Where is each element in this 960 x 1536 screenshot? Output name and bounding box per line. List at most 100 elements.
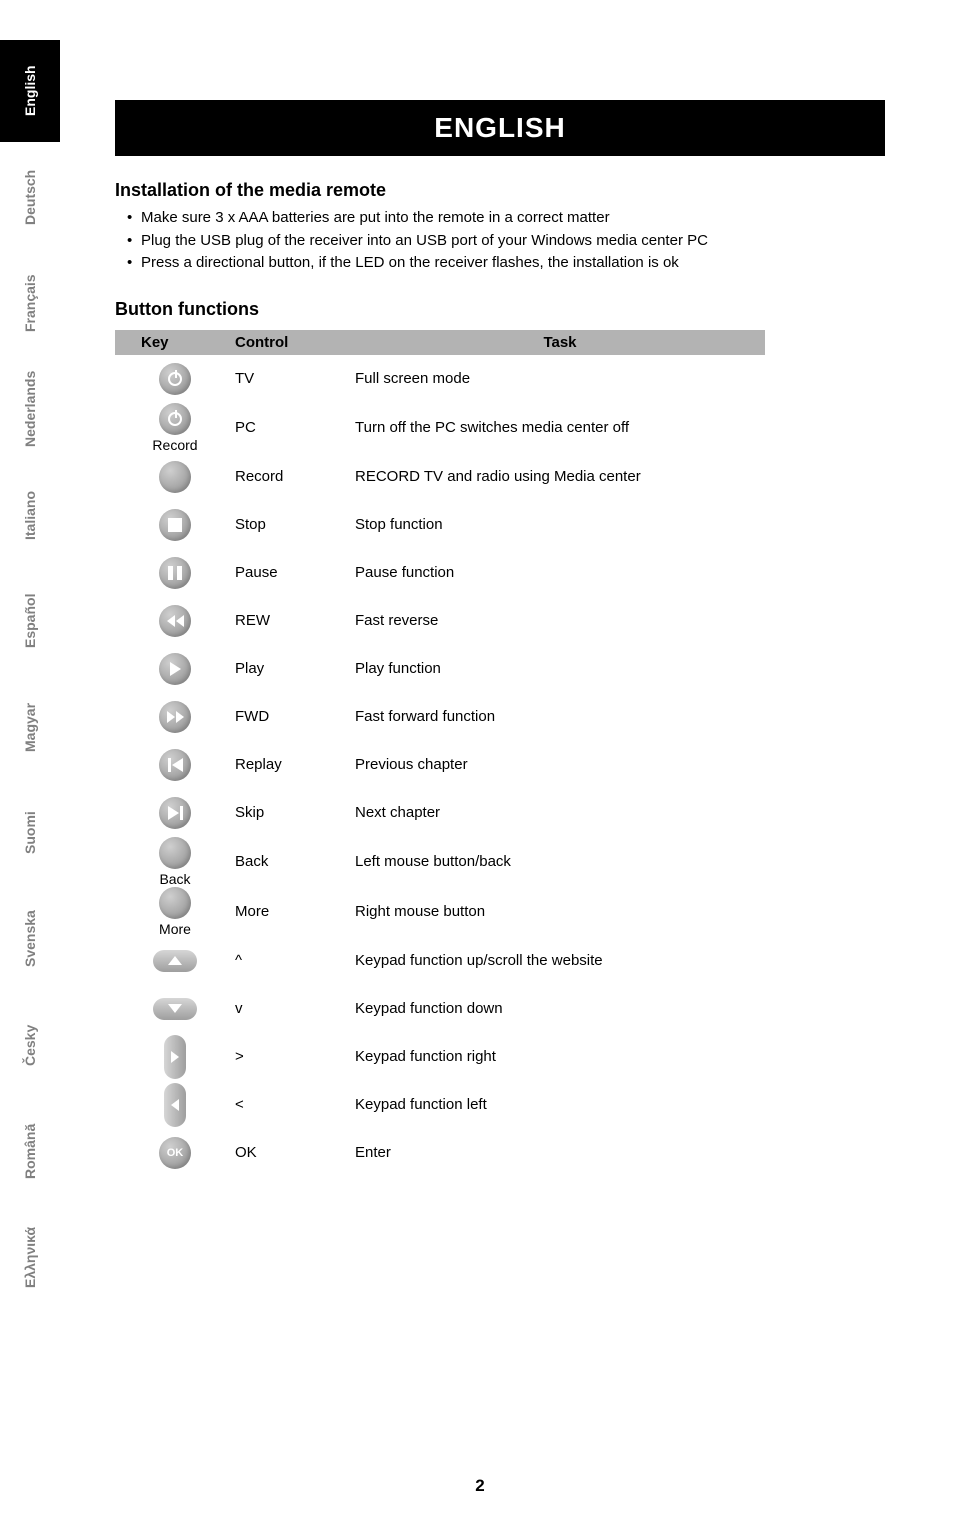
pill-up-icon [153,950,197,972]
language-tab[interactable]: English [0,40,60,142]
key-cell [115,557,235,589]
language-tabs: EnglishDeutschFrançaisNederlandsItaliano… [0,40,60,1312]
key-cell [115,797,235,829]
key-cell [115,605,235,637]
page-content: ENGLISH Installation of the media remote… [115,100,885,1177]
table-row: TVFull screen mode [115,355,765,403]
task-cell: Play function [355,660,765,677]
control-cell: Play [235,660,355,677]
install-bullet: Plug the USB plug of the receiver into a… [127,230,885,253]
table-row: >Keypad function right [115,1033,765,1081]
fwd-icon [159,701,191,733]
language-tab[interactable]: Ελληνικά [0,1206,60,1308]
ok-icon: OK [159,1137,191,1169]
key-cell: More [115,887,235,937]
language-tab[interactable]: Nederlands [0,358,60,460]
task-cell: Previous chapter [355,756,765,773]
skip-icon [159,797,191,829]
key-cell: Record [115,403,235,453]
replay-icon [159,749,191,781]
col-header-task: Task [355,334,765,351]
key-cell [115,1035,235,1079]
task-cell: Keypad function down [355,1000,765,1017]
language-tab[interactable]: Svenska [0,888,60,990]
pill-left-icon [164,1083,186,1127]
control-cell: Pause [235,564,355,581]
key-label: Back [159,871,190,887]
pill-right-icon [164,1035,186,1079]
table-row: FWDFast forward function [115,693,765,741]
task-cell: Fast forward function [355,708,765,725]
language-tab[interactable]: Français [0,252,60,354]
key-cell: Back [115,837,235,887]
task-cell: Keypad function right [355,1048,765,1065]
table-row: OKOKEnter [115,1129,765,1177]
table-row: MoreMoreRight mouse button [115,887,765,937]
table-row: PausePause function [115,549,765,597]
language-tab[interactable]: Česky [0,994,60,1096]
control-cell: Replay [235,756,355,773]
control-cell: PC [235,419,355,436]
install-bullets: Make sure 3 x AAA batteries are put into… [115,207,885,275]
install-bullet: Make sure 3 x AAA batteries are put into… [127,207,885,230]
language-tab[interactable]: Română [0,1100,60,1202]
control-cell: < [235,1096,355,1113]
key-label: More [159,921,191,937]
table-row: ^Keypad function up/scroll the website [115,937,765,985]
page-number: 2 [0,1476,960,1496]
table-row: BackBackLeft mouse button/back [115,837,765,887]
control-cell: v [235,1000,355,1017]
key-cell [115,998,235,1020]
control-cell: > [235,1048,355,1065]
key-cell [115,363,235,395]
buttons-heading: Button functions [115,299,885,320]
table-row: Record PCTurn off the PC switches media c… [115,403,765,453]
task-cell: Turn off the PC switches media center of… [355,419,765,436]
table-row: RecordRECORD TV and radio using Media ce… [115,453,765,501]
task-cell: Enter [355,1144,765,1161]
pause-icon [159,557,191,589]
task-cell: Keypad function left [355,1096,765,1113]
key-cell [115,950,235,972]
plain-icon [159,461,191,493]
play-icon [159,653,191,685]
language-tab[interactable]: Italiano [0,464,60,566]
key-label: Record [152,437,197,453]
col-header-control: Control [235,334,355,351]
plain-icon [159,887,191,919]
rew-icon [159,605,191,637]
control-cell: REW [235,612,355,629]
task-cell: Stop function [355,516,765,533]
control-cell: Back [235,853,355,870]
power-icon [159,403,191,435]
control-cell: Stop [235,516,355,533]
table-row: PlayPlay function [115,645,765,693]
language-tab[interactable]: Suomi [0,782,60,884]
language-title-bar: ENGLISH [115,100,885,156]
install-heading: Installation of the media remote [115,180,885,201]
task-cell: Pause function [355,564,765,581]
key-cell: OK [115,1137,235,1169]
key-cell [115,701,235,733]
key-cell [115,1083,235,1127]
pill-down-icon [153,998,197,1020]
install-bullet: Press a directional button, if the LED o… [127,252,885,275]
key-cell [115,653,235,685]
col-header-key: Key [115,334,235,351]
table-row: vKeypad function down [115,985,765,1033]
task-cell: RECORD TV and radio using Media center [355,468,765,485]
language-tab[interactable]: Magyar [0,676,60,778]
table-row: StopStop function [115,501,765,549]
task-cell: Fast reverse [355,612,765,629]
plain-icon [159,837,191,869]
language-tab[interactable]: Deutsch [0,146,60,248]
control-cell: FWD [235,708,355,725]
language-tab[interactable]: Español [0,570,60,672]
table-row: <Keypad function left [115,1081,765,1129]
table-header-row: Key Control Task [115,330,765,355]
control-cell: More [235,903,355,920]
table-row: ReplayPrevious chapter [115,741,765,789]
power-icon [159,363,191,395]
control-cell: OK [235,1144,355,1161]
stop-icon [159,509,191,541]
